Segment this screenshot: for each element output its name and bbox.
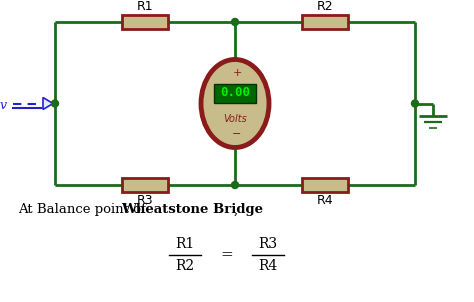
Text: At Balance point of: At Balance point of [18,204,150,217]
Text: R4: R4 [258,259,278,273]
FancyBboxPatch shape [302,178,348,192]
Text: R4: R4 [317,194,333,207]
Text: R3: R3 [258,237,278,251]
Text: +: + [232,69,242,79]
Circle shape [411,100,419,107]
Text: ,: , [234,204,238,217]
Text: R3: R3 [137,194,153,207]
FancyBboxPatch shape [122,15,168,29]
Text: R1: R1 [175,237,195,251]
Polygon shape [43,98,53,110]
Text: −: − [232,128,242,139]
Text: R1: R1 [137,0,153,12]
FancyBboxPatch shape [214,83,256,102]
Text: Wheatstone Bridge: Wheatstone Bridge [121,204,263,217]
FancyBboxPatch shape [302,15,348,29]
Circle shape [52,100,58,107]
Text: R2: R2 [317,0,333,12]
Text: 0.00: 0.00 [220,85,250,98]
Ellipse shape [201,59,269,147]
Text: Volts: Volts [223,114,247,124]
Text: R2: R2 [175,259,194,273]
Text: v: v [0,99,7,112]
Text: =: = [220,248,233,262]
Circle shape [231,182,238,188]
Circle shape [231,18,238,25]
FancyBboxPatch shape [122,178,168,192]
